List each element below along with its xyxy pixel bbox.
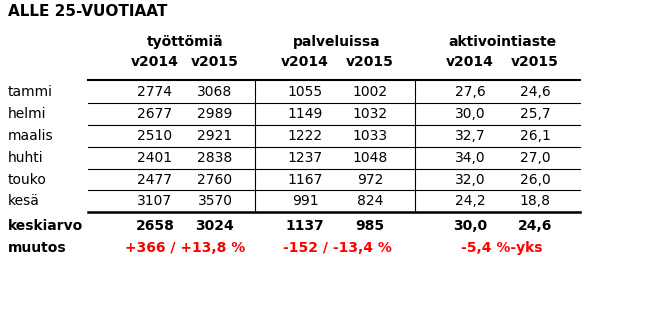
Text: -152 / -13,4 %: -152 / -13,4 % — [282, 241, 391, 255]
Text: 1137: 1137 — [286, 219, 325, 233]
Text: v2014: v2014 — [446, 55, 494, 69]
Text: v2015: v2015 — [191, 55, 239, 69]
Text: 1149: 1149 — [288, 107, 323, 121]
Text: 2921: 2921 — [198, 129, 233, 143]
Text: 2401: 2401 — [138, 151, 173, 164]
Text: 972: 972 — [357, 172, 383, 187]
Text: v2014: v2014 — [131, 55, 179, 69]
Text: 3024: 3024 — [196, 219, 234, 233]
Text: aktivointiaste: aktivointiaste — [448, 35, 556, 49]
Text: 26,0: 26,0 — [520, 172, 550, 187]
Text: v2014: v2014 — [281, 55, 329, 69]
Text: 2510: 2510 — [138, 129, 173, 143]
Text: 2774: 2774 — [138, 85, 173, 99]
Text: 1048: 1048 — [352, 151, 388, 164]
Text: 2477: 2477 — [138, 172, 173, 187]
Text: 30,0: 30,0 — [454, 107, 485, 121]
Text: 25,7: 25,7 — [520, 107, 550, 121]
Text: 1167: 1167 — [288, 172, 323, 187]
Text: 2989: 2989 — [198, 107, 233, 121]
Text: ALLE 25-VUOTIAAT: ALLE 25-VUOTIAAT — [8, 4, 168, 19]
Text: 1033: 1033 — [353, 129, 387, 143]
Text: 27,0: 27,0 — [520, 151, 550, 164]
Text: 1055: 1055 — [288, 85, 323, 99]
Text: 3068: 3068 — [198, 85, 233, 99]
Text: tammi: tammi — [8, 85, 53, 99]
Text: 985: 985 — [355, 219, 385, 233]
Text: 3107: 3107 — [138, 195, 173, 208]
Text: 24,6: 24,6 — [520, 85, 550, 99]
Text: 26,1: 26,1 — [520, 129, 550, 143]
Text: 30,0: 30,0 — [453, 219, 487, 233]
Text: +366 / +13,8 %: +366 / +13,8 % — [125, 241, 245, 255]
Text: 32,7: 32,7 — [454, 129, 485, 143]
Text: työttömiä: työttömiä — [147, 35, 224, 49]
Text: 3570: 3570 — [198, 195, 233, 208]
Text: 991: 991 — [291, 195, 318, 208]
Text: keskiarvo: keskiarvo — [8, 219, 83, 233]
Text: 27,6: 27,6 — [454, 85, 485, 99]
Text: huhti: huhti — [8, 151, 44, 164]
Text: palveluissa: palveluissa — [293, 35, 381, 49]
Text: kesä: kesä — [8, 195, 40, 208]
Text: 24,2: 24,2 — [454, 195, 485, 208]
Text: maalis: maalis — [8, 129, 53, 143]
Text: muutos: muutos — [8, 241, 67, 255]
Text: 24,6: 24,6 — [518, 219, 552, 233]
Text: 2658: 2658 — [136, 219, 175, 233]
Text: 34,0: 34,0 — [454, 151, 485, 164]
Text: 2760: 2760 — [198, 172, 233, 187]
Text: 18,8: 18,8 — [520, 195, 550, 208]
Text: 2677: 2677 — [138, 107, 173, 121]
Text: 1222: 1222 — [288, 129, 323, 143]
Text: 32,0: 32,0 — [454, 172, 485, 187]
Text: 2838: 2838 — [198, 151, 233, 164]
Text: -5,4 %-yks: -5,4 %-yks — [461, 241, 542, 255]
Text: v2015: v2015 — [346, 55, 394, 69]
Text: 1002: 1002 — [353, 85, 387, 99]
Text: 1032: 1032 — [353, 107, 387, 121]
Text: 824: 824 — [357, 195, 383, 208]
Text: helmi: helmi — [8, 107, 46, 121]
Text: 1237: 1237 — [288, 151, 323, 164]
Text: touko: touko — [8, 172, 47, 187]
Text: v2015: v2015 — [511, 55, 559, 69]
